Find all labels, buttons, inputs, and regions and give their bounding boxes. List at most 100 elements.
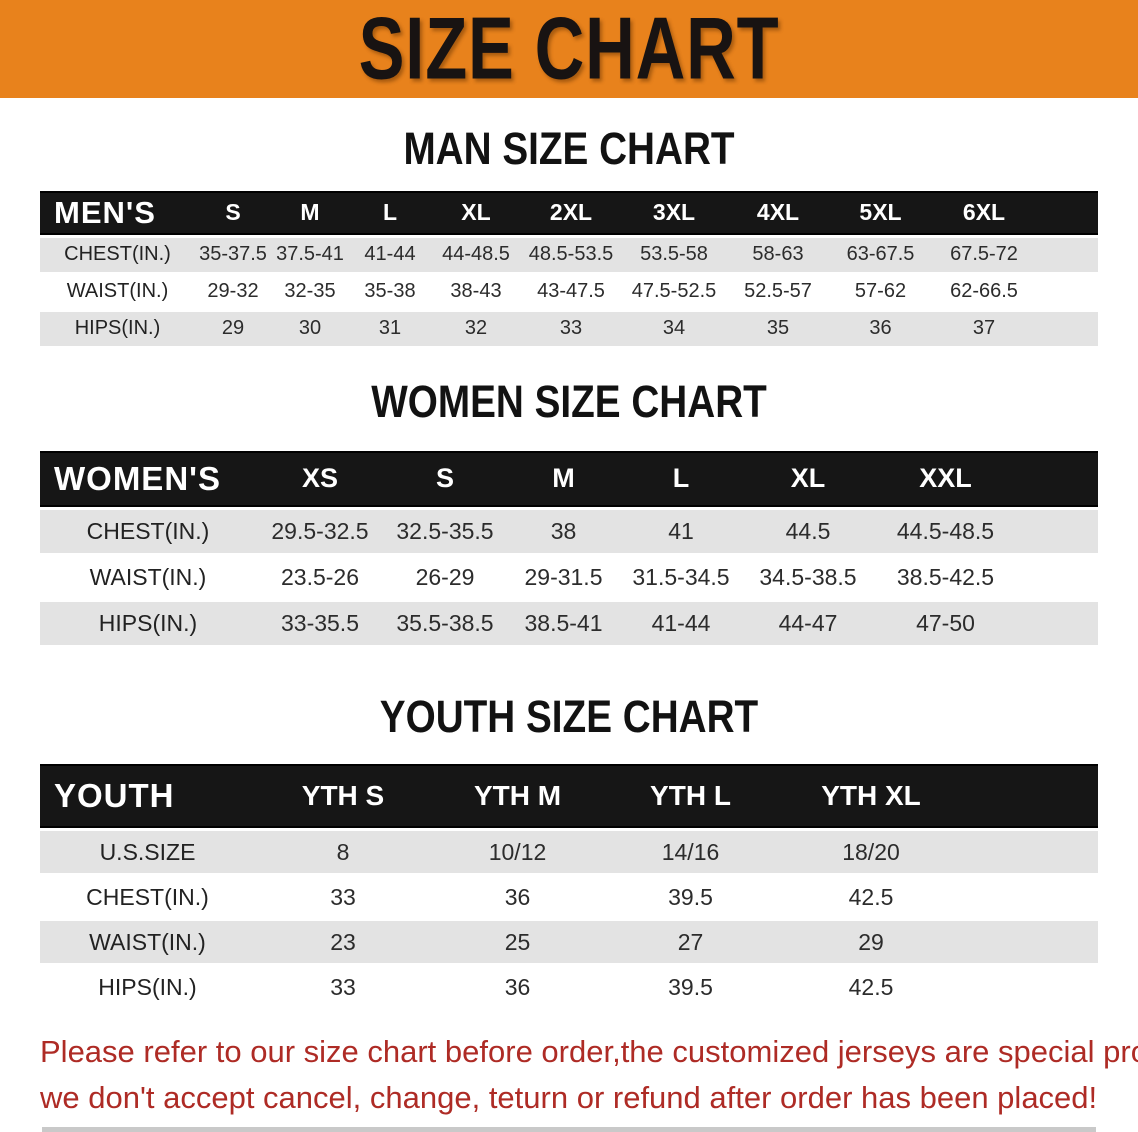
size-value-cell: 30 — [271, 311, 349, 346]
filler-header-cell — [1036, 190, 1098, 235]
men-section-heading: MAN SIZE CHART — [403, 123, 735, 174]
size-value-cell: 36 — [431, 876, 604, 919]
youth-table-corner: YOUTH — [40, 764, 255, 829]
bottom-edge-divider — [42, 1127, 1096, 1132]
youth-chest-row: CHEST(IN.) 33 36 39.5 42.5 — [40, 876, 1098, 919]
size-value-cell: 36 — [829, 311, 932, 346]
women-size-table: WOMEN'S XS S M L XL XXL CHEST(IN.) 29.5-… — [40, 448, 1098, 648]
row-label: WAIST(IN.) — [40, 555, 256, 599]
filler-cell — [1036, 311, 1098, 346]
size-value-cell: 29 — [777, 921, 965, 964]
size-value-cell: 57-62 — [829, 274, 932, 309]
women-chest-row: CHEST(IN.) 29.5-32.5 32.5-35.5 38 41 44.… — [40, 509, 1098, 553]
youth-header-row: YOUTH YTH S YTH M YTH L YTH XL — [40, 764, 1098, 829]
size-value-cell: 38 — [506, 509, 621, 553]
size-value-cell: 27 — [604, 921, 777, 964]
size-value-cell: 44.5-48.5 — [875, 509, 1016, 553]
row-label: CHEST(IN.) — [40, 509, 256, 553]
men-hips-row: HIPS(IN.) 29 30 31 32 33 34 35 36 37 — [40, 311, 1098, 346]
size-value-cell: 52.5-57 — [727, 274, 829, 309]
filler-cell — [1036, 237, 1098, 272]
filler-cell — [1016, 555, 1098, 599]
men-size-column-header: 2XL — [521, 190, 621, 235]
men-table-corner: MEN'S — [40, 190, 195, 235]
women-hips-row: HIPS(IN.) 33-35.5 35.5-38.5 38.5-41 41-4… — [40, 601, 1098, 645]
row-label: CHEST(IN.) — [40, 237, 195, 272]
youth-size-column-header: YTH S — [255, 764, 431, 829]
size-value-cell: 35-38 — [349, 274, 431, 309]
filler-cell — [965, 966, 1098, 1009]
filler-cell — [965, 921, 1098, 964]
size-value-cell: 47-50 — [875, 601, 1016, 645]
size-value-cell: 32 — [431, 311, 521, 346]
youth-section-heading: YOUTH SIZE CHART — [379, 690, 759, 742]
women-size-column-header: XS — [256, 450, 384, 507]
size-value-cell: 53.5-58 — [621, 237, 727, 272]
men-size-column-header: XL — [431, 190, 521, 235]
size-value-cell: 33 — [521, 311, 621, 346]
size-value-cell: 32.5-35.5 — [384, 509, 506, 553]
size-value-cell: 47.5-52.5 — [621, 274, 727, 309]
youth-size-column-header: YTH XL — [777, 764, 965, 829]
row-label: HIPS(IN.) — [40, 311, 195, 346]
women-size-column-header: XXL — [875, 450, 1016, 507]
size-value-cell: 41 — [621, 509, 741, 553]
size-value-cell: 44-48.5 — [431, 237, 521, 272]
row-label: WAIST(IN.) — [40, 921, 255, 964]
row-label: U.S.SIZE — [40, 831, 255, 874]
size-value-cell: 32-35 — [271, 274, 349, 309]
row-label: HIPS(IN.) — [40, 601, 256, 645]
youth-hips-row: HIPS(IN.) 33 36 39.5 42.5 — [40, 966, 1098, 1009]
men-size-table: MEN'S S M L XL 2XL 3XL 4XL 5XL 6XL CHEST… — [40, 188, 1098, 349]
banner-title: SIZE CHART — [358, 0, 780, 98]
size-value-cell: 29-32 — [195, 274, 271, 309]
youth-size-table: YOUTH YTH S YTH M YTH L YTH XL U.S.SIZE … — [40, 761, 1098, 1011]
men-header-row: MEN'S S M L XL 2XL 3XL 4XL 5XL 6XL — [40, 190, 1098, 235]
row-label: CHEST(IN.) — [40, 876, 255, 919]
men-size-column-header: S — [195, 190, 271, 235]
youth-ussize-row: U.S.SIZE 8 10/12 14/16 18/20 — [40, 831, 1098, 874]
disclaimer-line-2: we don't accept cancel, change, teturn o… — [40, 1080, 1098, 1116]
women-size-column-header: L — [621, 450, 741, 507]
women-section-heading: WOMEN SIZE CHART — [371, 375, 767, 427]
size-value-cell: 42.5 — [777, 876, 965, 919]
size-value-cell: 18/20 — [777, 831, 965, 874]
row-label: WAIST(IN.) — [40, 274, 195, 309]
size-value-cell: 29.5-32.5 — [256, 509, 384, 553]
size-value-cell: 38.5-41 — [506, 601, 621, 645]
size-value-cell: 42.5 — [777, 966, 965, 1009]
size-value-cell: 25 — [431, 921, 604, 964]
filler-cell — [965, 831, 1098, 874]
size-value-cell: 33-35.5 — [256, 601, 384, 645]
men-size-column-header: 3XL — [621, 190, 727, 235]
size-value-cell: 31 — [349, 311, 431, 346]
size-value-cell: 39.5 — [604, 966, 777, 1009]
filler-header-cell — [965, 764, 1098, 829]
row-label: HIPS(IN.) — [40, 966, 255, 1009]
size-value-cell: 37 — [932, 311, 1036, 346]
banner: SIZE CHART — [0, 0, 1138, 98]
size-value-cell: 41-44 — [621, 601, 741, 645]
size-value-cell: 37.5-41 — [271, 237, 349, 272]
size-value-cell: 43-47.5 — [521, 274, 621, 309]
size-value-cell: 26-29 — [384, 555, 506, 599]
men-size-column-header: L — [349, 190, 431, 235]
women-size-column-header: XL — [741, 450, 875, 507]
size-value-cell: 23.5-26 — [256, 555, 384, 599]
men-waist-row: WAIST(IN.) 29-32 32-35 35-38 38-43 43-47… — [40, 274, 1098, 309]
size-value-cell: 8 — [255, 831, 431, 874]
size-value-cell: 33 — [255, 876, 431, 919]
men-size-column-header: M — [271, 190, 349, 235]
youth-size-column-header: YTH M — [431, 764, 604, 829]
size-value-cell: 44-47 — [741, 601, 875, 645]
filler-cell — [1036, 274, 1098, 309]
men-size-column-header: 5XL — [829, 190, 932, 235]
women-size-column-header: M — [506, 450, 621, 507]
women-size-column-header: S — [384, 450, 506, 507]
size-value-cell: 29 — [195, 311, 271, 346]
size-value-cell: 35 — [727, 311, 829, 346]
size-value-cell: 62-66.5 — [932, 274, 1036, 309]
size-value-cell: 33 — [255, 966, 431, 1009]
men-size-column-header: 4XL — [727, 190, 829, 235]
